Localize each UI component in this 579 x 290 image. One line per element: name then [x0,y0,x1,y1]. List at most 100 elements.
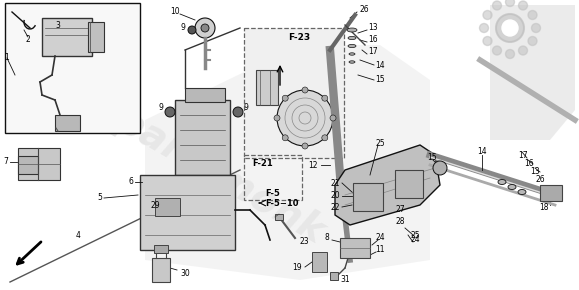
Text: 4: 4 [76,231,80,240]
Text: 26: 26 [536,175,545,184]
Circle shape [493,1,501,10]
Ellipse shape [348,44,356,48]
Text: 24: 24 [375,233,385,242]
Circle shape [277,90,333,146]
Bar [42,18,92,56]
Circle shape [483,37,492,46]
Circle shape [528,10,537,19]
Circle shape [330,115,336,121]
Text: 9: 9 [244,104,248,113]
Text: 20: 20 [331,191,340,200]
Circle shape [282,95,288,101]
Bar [395,170,423,198]
Text: 7: 7 [3,157,9,166]
Circle shape [274,115,280,121]
Text: 19: 19 [292,264,302,273]
Circle shape [483,10,492,19]
Text: 11: 11 [375,246,385,255]
Ellipse shape [349,53,355,55]
Text: 31: 31 [340,276,350,284]
Circle shape [188,26,196,34]
Text: F-5: F-5 [265,188,280,197]
Circle shape [519,46,527,55]
Circle shape [233,107,243,117]
Circle shape [322,135,328,141]
Bar [312,252,327,272]
Ellipse shape [518,189,526,195]
Circle shape [532,23,541,32]
Text: 13: 13 [368,23,378,32]
Ellipse shape [347,28,357,32]
Bar [18,156,38,174]
Circle shape [195,18,215,38]
Circle shape [528,37,537,46]
Bar [175,100,230,175]
Bar [155,198,180,216]
Bar [185,88,225,102]
Circle shape [201,24,209,32]
Bar [140,175,235,250]
Text: F-21: F-21 [252,159,273,168]
Text: 6: 6 [129,177,133,186]
Circle shape [502,20,518,36]
Bar [256,70,278,105]
Bar [5,3,140,133]
Bar [88,22,104,52]
Text: 17: 17 [518,151,527,160]
Text: 1: 1 [4,53,9,63]
Text: 5: 5 [98,193,102,202]
Ellipse shape [348,37,356,40]
Ellipse shape [508,184,516,189]
Text: 15: 15 [375,75,384,84]
Text: F-5−10: F-5−10 [265,198,299,208]
Text: F-23: F-23 [288,34,310,43]
Bar [330,272,338,280]
Circle shape [493,46,501,55]
Circle shape [165,107,175,117]
Bar [55,115,80,131]
Text: 9: 9 [159,104,163,113]
Bar [244,28,344,158]
Text: 10: 10 [170,8,180,17]
Polygon shape [335,145,440,225]
Text: 16: 16 [524,160,534,168]
Circle shape [322,95,328,101]
Text: 18: 18 [539,204,549,213]
Text: 12: 12 [309,160,318,169]
Bar [353,183,383,211]
Text: 2: 2 [25,35,30,44]
Text: 25: 25 [410,231,420,240]
Bar [275,214,283,220]
Text: 3: 3 [56,21,60,30]
Text: partsmonk: partsmonk [108,99,332,250]
Circle shape [505,50,515,59]
Circle shape [282,135,288,141]
Bar [152,258,170,282]
Text: 15: 15 [427,153,437,162]
Circle shape [505,0,515,6]
Text: 25: 25 [375,139,385,148]
Circle shape [302,87,308,93]
Text: 9: 9 [181,23,185,32]
Text: 13: 13 [530,168,540,177]
Ellipse shape [349,61,355,63]
Text: 24: 24 [410,235,420,244]
Bar [154,245,168,253]
Circle shape [519,1,527,10]
Text: 21: 21 [331,179,340,188]
Text: 28: 28 [395,218,405,226]
Text: 16: 16 [368,35,378,44]
Bar [540,185,562,201]
Text: 17: 17 [368,48,378,57]
Text: 23: 23 [300,238,310,246]
Bar [18,148,60,180]
Text: 29: 29 [150,200,160,209]
Text: 22: 22 [331,202,340,211]
Ellipse shape [498,180,506,184]
Bar [244,155,302,200]
Text: 8: 8 [324,233,329,242]
Circle shape [433,161,447,175]
Text: 27: 27 [395,206,405,215]
Circle shape [479,23,489,32]
Bar [340,238,370,258]
